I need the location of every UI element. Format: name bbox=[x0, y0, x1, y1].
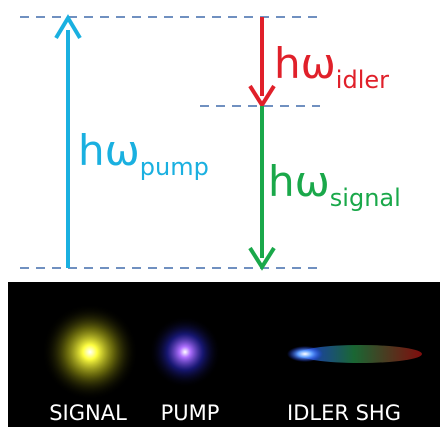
photo-label: PUMP bbox=[161, 401, 220, 425]
pump-label: hωpump bbox=[78, 126, 209, 181]
idler-arrow bbox=[250, 17, 274, 105]
photo: SIGNAL PUMP IDLER SHG bbox=[8, 282, 440, 427]
diagram: hωpump hωidler hωsignal SIGNAL PUMP IDLE… bbox=[0, 0, 447, 427]
pump-arrow bbox=[56, 18, 80, 268]
idler-label: hωidler bbox=[274, 39, 389, 94]
photo-label: SIGNAL bbox=[49, 401, 127, 425]
signal-label: hωsignal bbox=[268, 157, 401, 212]
photo-label: IDLER SHG bbox=[287, 401, 401, 425]
